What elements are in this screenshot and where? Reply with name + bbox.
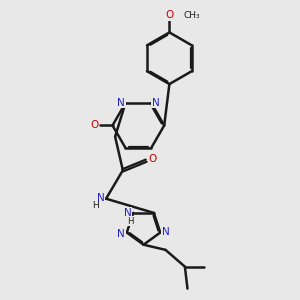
Text: N: N	[117, 98, 125, 107]
Text: H: H	[127, 217, 134, 226]
Text: H: H	[92, 201, 99, 210]
Text: O: O	[165, 10, 173, 20]
Text: N: N	[124, 208, 131, 218]
Text: O: O	[90, 120, 99, 130]
Text: N: N	[117, 229, 125, 239]
Text: CH₃: CH₃	[184, 11, 200, 20]
Text: N: N	[97, 193, 104, 203]
Text: N: N	[162, 227, 170, 237]
Text: O: O	[148, 154, 157, 164]
Text: N: N	[152, 98, 160, 107]
